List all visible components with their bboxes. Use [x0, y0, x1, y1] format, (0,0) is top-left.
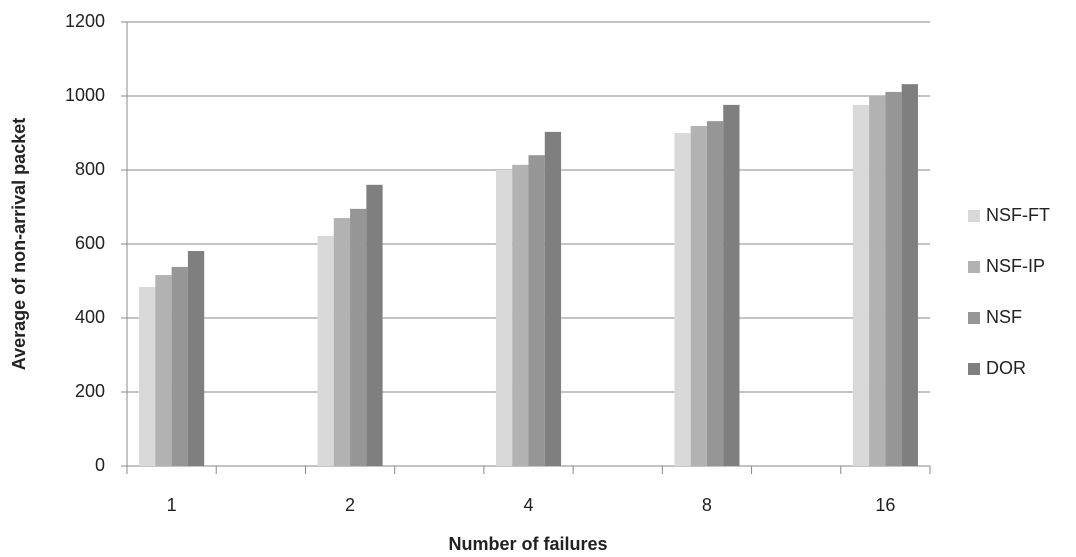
bar [544, 131, 562, 466]
y-tick-label: 0 [95, 455, 105, 475]
legend-swatch [968, 363, 980, 375]
bar [674, 133, 691, 466]
bar [171, 266, 188, 466]
x-tick-label: 8 [702, 495, 712, 515]
legend-swatch [968, 261, 980, 273]
bar [901, 84, 918, 466]
x-tick-label: 1 [167, 495, 177, 515]
bar [852, 104, 870, 466]
bar [528, 155, 545, 466]
y-tick-label: 600 [75, 233, 105, 253]
y-tick-label: 1000 [65, 85, 105, 105]
y-tick-label: 1200 [65, 11, 105, 31]
x-axis-title: Number of failures [448, 534, 607, 554]
bar [317, 235, 334, 466]
y-axis-title: Average of non-arrival packet [9, 118, 29, 370]
legend-swatch [968, 312, 980, 324]
legend-label: NSF-FT [986, 205, 1050, 225]
bar [706, 121, 724, 466]
bar [690, 125, 707, 466]
bar [350, 208, 367, 466]
bar [187, 251, 205, 466]
bar [512, 164, 529, 466]
y-tick-label: 200 [75, 381, 105, 401]
bar [885, 91, 902, 467]
bar [366, 184, 383, 467]
legend-swatch [968, 210, 980, 222]
bar [495, 170, 513, 466]
legend-label: NSF-IP [986, 256, 1045, 276]
x-tick-label: 4 [523, 495, 533, 515]
bar [139, 286, 156, 466]
x-tick-label: 2 [345, 495, 355, 515]
y-tick-label: 400 [75, 307, 105, 327]
bar [869, 96, 886, 466]
bar [155, 275, 172, 466]
bar [333, 218, 351, 466]
legend-label: NSF [986, 307, 1022, 327]
y-tick-label: 800 [75, 159, 105, 179]
bar [723, 104, 740, 466]
x-tick-label: 16 [875, 495, 895, 515]
legend-label: DOR [986, 358, 1026, 378]
